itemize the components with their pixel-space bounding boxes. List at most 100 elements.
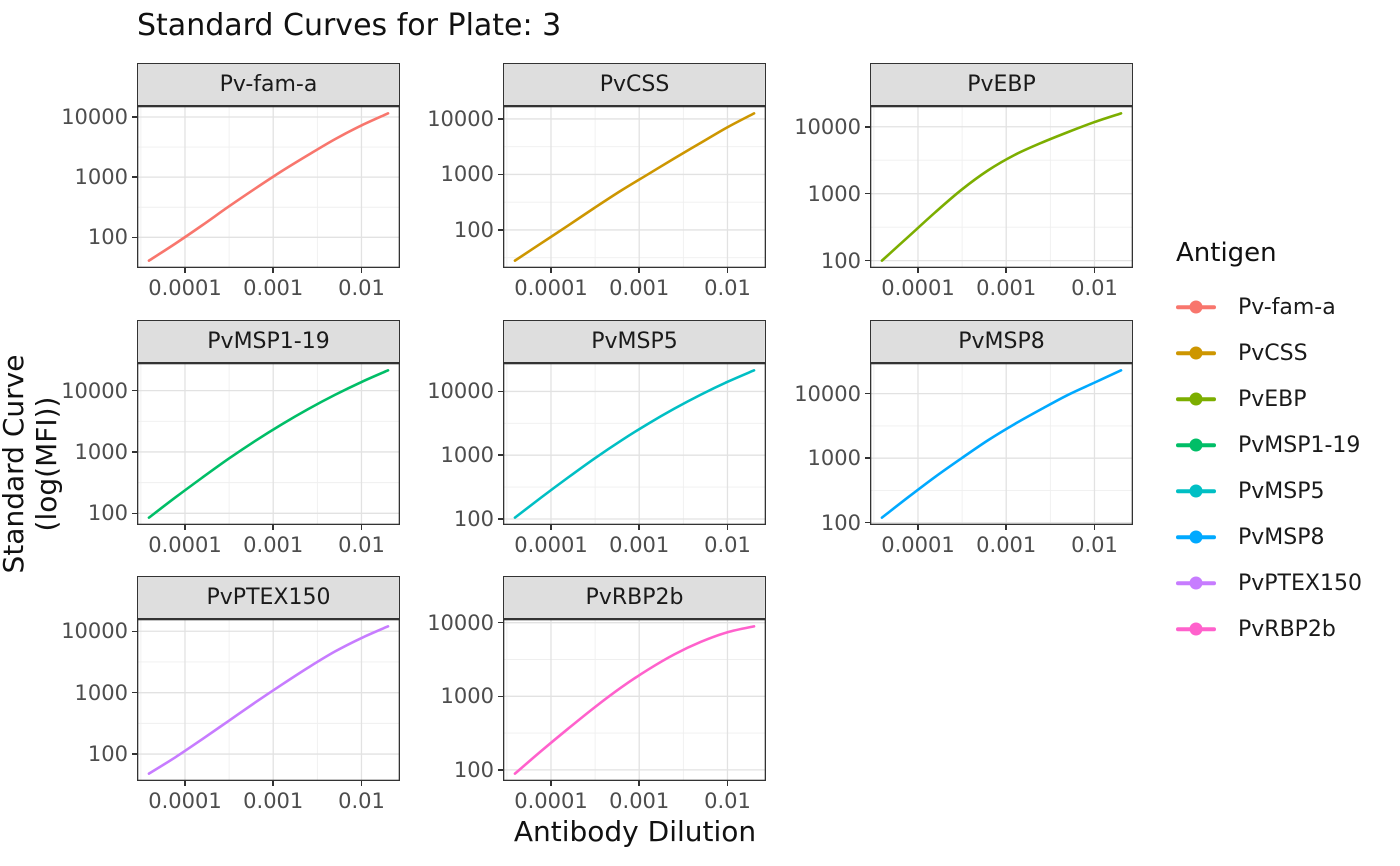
legend-entry-PvMSP8: PvMSP8	[1176, 514, 1362, 560]
x-tick-label: 0.0001	[881, 276, 955, 300]
y-tick-label: 1000	[74, 439, 128, 464]
y-axis-title: Standard Curve (log(MFI))	[0, 354, 63, 574]
x-tick-label: 0.001	[609, 789, 670, 813]
legend-label: PvEBP	[1238, 386, 1307, 412]
x-tick	[360, 268, 363, 273]
facet-panel-PvRBP2b	[502, 618, 767, 781]
facet-strip-PvMSP1-19: PvMSP1-19	[137, 320, 400, 363]
legend-label: PvMSP5	[1238, 478, 1325, 504]
x-tick	[550, 781, 552, 786]
x-tick	[1093, 525, 1096, 530]
legend-entry-PvEBP: PvEBP	[1176, 376, 1362, 422]
x-tick-label: 0.01	[1071, 276, 1118, 300]
x-tick-label: 0.001	[243, 276, 304, 300]
x-tick-label: 0.0001	[148, 789, 222, 813]
x-tick	[917, 268, 919, 273]
x-tick-label: 0.001	[609, 276, 670, 300]
y-tick-label: 1000	[807, 446, 861, 471]
x-tick	[272, 268, 274, 273]
y-tick-label: 1000	[440, 443, 494, 468]
y-tick	[132, 236, 137, 239]
legend-key-icon	[1176, 576, 1216, 590]
y-tick-label: 10000	[61, 619, 128, 644]
curve-PvPTEX150	[147, 625, 390, 775]
y-tick	[498, 769, 503, 771]
y-tick-label: 10000	[427, 379, 494, 404]
x-tick-label: 0.01	[704, 276, 751, 300]
legend-label: PvMSP8	[1238, 524, 1325, 550]
y-tick-label: 1000	[74, 165, 128, 190]
y-tick	[498, 454, 503, 456]
x-tick	[184, 525, 186, 530]
x-tick-label: 0.0001	[514, 789, 588, 813]
x-tick-label: 0.01	[338, 789, 385, 813]
curve-PvMSP1-19	[147, 369, 390, 519]
y-tick	[132, 630, 137, 633]
x-tick-label: 0.0001	[148, 276, 222, 300]
legend-label: PvMSP1-19	[1238, 432, 1361, 458]
facet-strip-PvPTEX150: PvPTEX150	[137, 576, 400, 619]
y-tick-label: 10000	[61, 104, 128, 129]
legend-key-icon	[1176, 346, 1216, 360]
y-tick	[865, 259, 870, 262]
y-tick-label: 1000	[74, 680, 128, 705]
y-tick-label: 1000	[440, 684, 494, 709]
y-tick-label: 10000	[794, 114, 861, 139]
legend: Antigen Pv-fam-a PvCSS PvEBP PvMSP1-19 PvMSP…	[1176, 238, 1362, 652]
curve-PvMSP5	[513, 369, 756, 519]
facet-panel-PvEBP	[869, 105, 1134, 268]
x-tick	[638, 525, 640, 530]
legend-entry-PvRBP2b: PvRBP2b	[1176, 606, 1362, 652]
y-tick-label: 100	[87, 225, 128, 250]
legend-entry-PvMSP1-19: PvMSP1-19	[1176, 422, 1362, 468]
facet-strip-PvRBP2b: PvRBP2b	[503, 576, 766, 619]
x-tick-label: 0.01	[338, 276, 385, 300]
x-tick	[726, 525, 729, 530]
legend-entry-PvCSS: PvCSS	[1176, 330, 1362, 376]
legend-label: Pv-fam-a	[1238, 294, 1336, 320]
facet-panel-PvPTEX150	[136, 618, 401, 781]
y-tick-label: 100	[453, 757, 494, 782]
x-tick	[638, 781, 640, 786]
y-tick-label: 100	[453, 506, 494, 531]
y-tick-label: 100	[87, 742, 128, 767]
x-tick-label: 0.01	[704, 789, 751, 813]
curve-PvMSP8	[880, 369, 1123, 519]
x-tick-label: 0.001	[243, 789, 304, 813]
facet-panel-PvCSS	[502, 105, 767, 268]
y-tick	[498, 621, 503, 624]
y-tick	[132, 176, 137, 178]
x-tick-label: 0.01	[704, 533, 751, 557]
x-tick	[184, 268, 186, 273]
legend-label: PvCSS	[1238, 340, 1308, 366]
legend-key-icon	[1176, 438, 1216, 452]
x-tick-label: 0.0001	[148, 533, 222, 557]
y-tick-label: 100	[820, 510, 861, 535]
curve-Pv-fam-a	[147, 112, 390, 262]
y-tick	[132, 116, 137, 118]
y-tick	[498, 118, 503, 120]
x-axis-title: Antibody Dilution	[513, 815, 757, 848]
facet-strip-PvMSP8: PvMSP8	[870, 320, 1133, 363]
y-tick	[498, 390, 503, 393]
legend-key-icon	[1176, 300, 1216, 314]
y-tick-label: 10000	[61, 378, 128, 403]
x-tick-label: 0.001	[976, 533, 1037, 557]
x-tick-label: 0.0001	[881, 533, 955, 557]
x-tick	[550, 525, 552, 530]
x-tick-label: 0.0001	[514, 276, 588, 300]
legend-label: PvPTEX150	[1238, 570, 1362, 596]
facet-panel-PvMSP5	[502, 362, 767, 525]
facet-strip-PvCSS: PvCSS	[503, 63, 766, 106]
facet-panel-PvMSP8	[869, 362, 1134, 525]
y-tick-label: 100	[87, 501, 128, 526]
x-tick	[726, 781, 729, 786]
legend-entries: Pv-fam-a PvCSS PvEBP PvMSP1-19 PvMSP5 PvMSP8 P…	[1176, 284, 1362, 652]
facet-panel-PvMSP1-19	[136, 362, 401, 525]
facet-panel-Pv-fam-a	[136, 105, 401, 268]
legend-key-icon	[1176, 392, 1216, 406]
y-tick-label: 100	[453, 217, 494, 242]
y-tick	[865, 521, 870, 524]
x-tick-label: 0.01	[338, 533, 385, 557]
curve-PvEBP	[880, 112, 1123, 262]
